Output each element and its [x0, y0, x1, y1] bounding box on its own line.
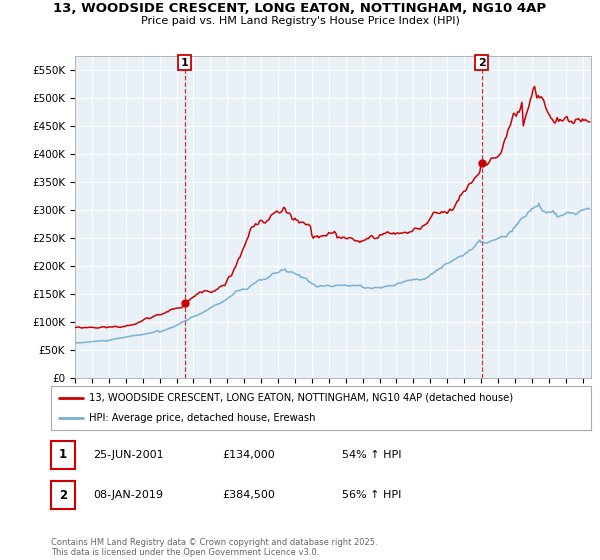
- Text: 2: 2: [478, 58, 485, 68]
- Text: 54% ↑ HPI: 54% ↑ HPI: [342, 450, 401, 460]
- Text: 56% ↑ HPI: 56% ↑ HPI: [342, 490, 401, 500]
- Text: £134,000: £134,000: [222, 450, 275, 460]
- Text: 13, WOODSIDE CRESCENT, LONG EATON, NOTTINGHAM, NG10 4AP: 13, WOODSIDE CRESCENT, LONG EATON, NOTTI…: [53, 2, 547, 15]
- Text: Contains HM Land Registry data © Crown copyright and database right 2025.
This d: Contains HM Land Registry data © Crown c…: [51, 538, 377, 557]
- Text: 25-JUN-2001: 25-JUN-2001: [93, 450, 164, 460]
- Text: HPI: Average price, detached house, Erewash: HPI: Average price, detached house, Erew…: [89, 413, 316, 423]
- Text: 08-JAN-2019: 08-JAN-2019: [93, 490, 163, 500]
- Text: Price paid vs. HM Land Registry's House Price Index (HPI): Price paid vs. HM Land Registry's House …: [140, 16, 460, 26]
- Text: 2: 2: [59, 488, 67, 502]
- Text: 13, WOODSIDE CRESCENT, LONG EATON, NOTTINGHAM, NG10 4AP (detached house): 13, WOODSIDE CRESCENT, LONG EATON, NOTTI…: [89, 393, 513, 403]
- Text: 1: 1: [59, 448, 67, 461]
- Text: £384,500: £384,500: [222, 490, 275, 500]
- Text: 1: 1: [181, 58, 188, 68]
